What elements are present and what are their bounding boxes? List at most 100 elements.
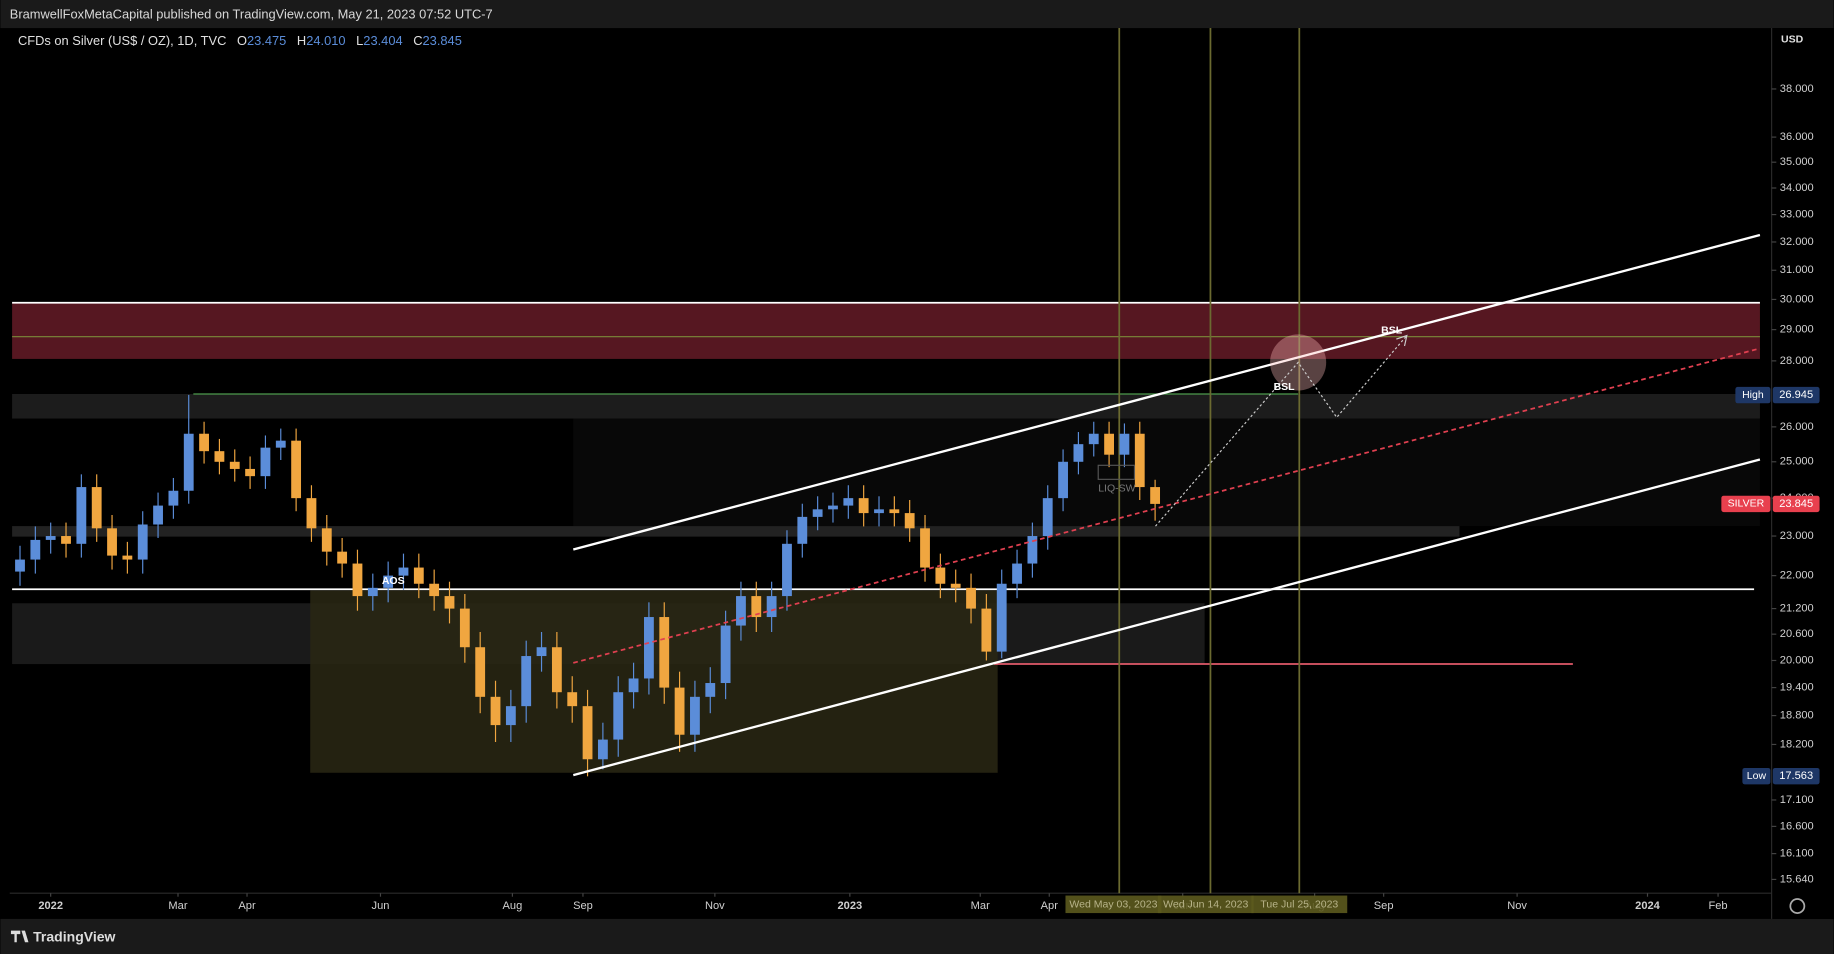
footer-brand: TradingView <box>33 928 115 944</box>
settings-icon[interactable] <box>1789 898 1806 914</box>
y-tick-label: 20.000 <box>1780 654 1814 666</box>
channel-upper <box>572 233 1761 551</box>
candle-body <box>551 647 562 693</box>
candle-body <box>567 692 578 707</box>
candle-body <box>413 567 424 584</box>
supply-zone <box>12 302 1760 359</box>
candle-body <box>1104 433 1114 455</box>
x-tick-label: 2022 <box>38 900 63 912</box>
y-tick-label: 17.100 <box>1780 794 1814 806</box>
candle-body <box>597 739 608 760</box>
candle-body <box>168 490 179 506</box>
y-tick-label: 16.600 <box>1780 820 1814 832</box>
candle-body <box>613 692 624 740</box>
y-tick-label: 20.600 <box>1780 628 1814 640</box>
y-tick-label: 23.000 <box>1780 530 1814 542</box>
candle-body <box>352 563 363 597</box>
price-tag-name-box <box>1742 767 1771 785</box>
date-label: Tue Jul 25, 2023 <box>1260 899 1338 911</box>
zone <box>573 418 1760 527</box>
candle-body <box>536 647 547 657</box>
y-tick-label: 16.100 <box>1780 848 1814 860</box>
x-tick-label: Nov <box>1507 900 1527 912</box>
channel-lower <box>572 458 1761 777</box>
legend: CFDs on Silver (US$ / OZ), 1D, TVC O23.4… <box>18 33 462 48</box>
time-markers <box>1118 28 1301 894</box>
candle-body <box>337 551 348 564</box>
candle-body <box>843 498 854 506</box>
x-tick-label: Sep <box>573 900 593 912</box>
date-box <box>1157 895 1254 914</box>
candle-body <box>1150 487 1161 504</box>
zone <box>12 526 1460 537</box>
price-tag-name: Low <box>1747 770 1767 782</box>
candle-body <box>229 461 240 469</box>
y-tick-label: 34.000 <box>1780 182 1814 194</box>
y-tick-label: 18.800 <box>1780 710 1814 722</box>
candle-body <box>505 706 516 726</box>
price-tag-name: High <box>1742 389 1764 401</box>
candle-body <box>1012 563 1022 584</box>
y-tick-label: 29.000 <box>1780 324 1814 336</box>
candle-body <box>122 555 133 560</box>
price-tag-box <box>1772 495 1820 513</box>
ohlc-value: 24.010 <box>306 33 345 48</box>
price-tag-box <box>1772 767 1820 785</box>
x-tick-label: Aug <box>503 900 523 912</box>
candle-body <box>275 440 286 448</box>
candle-body <box>61 536 71 544</box>
candle-body <box>874 509 884 514</box>
candle-body <box>812 509 823 517</box>
demand-zone <box>310 590 998 773</box>
candle-body <box>1058 461 1068 499</box>
y-tick-label: 18.200 <box>1780 738 1814 750</box>
candle-body <box>659 617 670 688</box>
candle-body <box>766 596 777 618</box>
price-tag-box <box>1772 386 1820 404</box>
candle-body <box>736 596 746 626</box>
candle-body <box>1088 433 1099 445</box>
candle-body <box>475 647 486 697</box>
candle-body <box>996 583 1007 652</box>
candle-body <box>183 433 194 491</box>
liq-box <box>1097 464 1136 480</box>
candle-body <box>76 487 87 544</box>
candle-body <box>858 498 869 514</box>
header-bar <box>0 0 1834 29</box>
candle-body <box>45 536 56 540</box>
candle-body <box>720 625 731 684</box>
ohlc-value: 23.404 <box>363 33 402 48</box>
y-tick-label: 31.000 <box>1780 264 1814 276</box>
candle-body <box>904 513 915 529</box>
candle-body <box>751 596 762 618</box>
candle-body <box>582 706 593 760</box>
date-label: Wed Jun 14, 2023 <box>1163 899 1248 911</box>
candle-body <box>935 567 946 584</box>
candle-body <box>429 583 440 597</box>
price-tag-name-box <box>1735 386 1771 404</box>
candle-body <box>1073 444 1084 462</box>
x-tick-label: Sep <box>1374 900 1394 912</box>
logo-icon <box>10 930 29 943</box>
candle-body <box>828 505 838 510</box>
candle-body <box>153 505 163 525</box>
price-tag-value: 23.845 <box>1779 498 1813 510</box>
x-tick-label: 2023 <box>838 900 863 912</box>
x-tick-label: Feb <box>1708 900 1727 912</box>
price-labels: High 26.945 SILVER 23.845 Low 17.563 <box>1721 386 1820 785</box>
y-tick-label: 35.000 <box>1780 156 1814 168</box>
date-label: Wed May 03, 2023 <box>1069 899 1157 911</box>
candle-body <box>306 498 317 529</box>
candle-body <box>690 696 700 735</box>
price-tag-value: 17.563 <box>1779 770 1813 782</box>
x-tick-label: Jun <box>372 900 390 912</box>
candle-body <box>291 440 302 499</box>
date-box <box>1065 895 1162 914</box>
candle-body <box>214 451 225 462</box>
candle-body <box>444 596 455 609</box>
channel-mid <box>573 347 1761 664</box>
candle-body <box>644 617 654 679</box>
y-tick-label: 30.000 <box>1780 293 1814 305</box>
candle-body <box>398 567 409 576</box>
